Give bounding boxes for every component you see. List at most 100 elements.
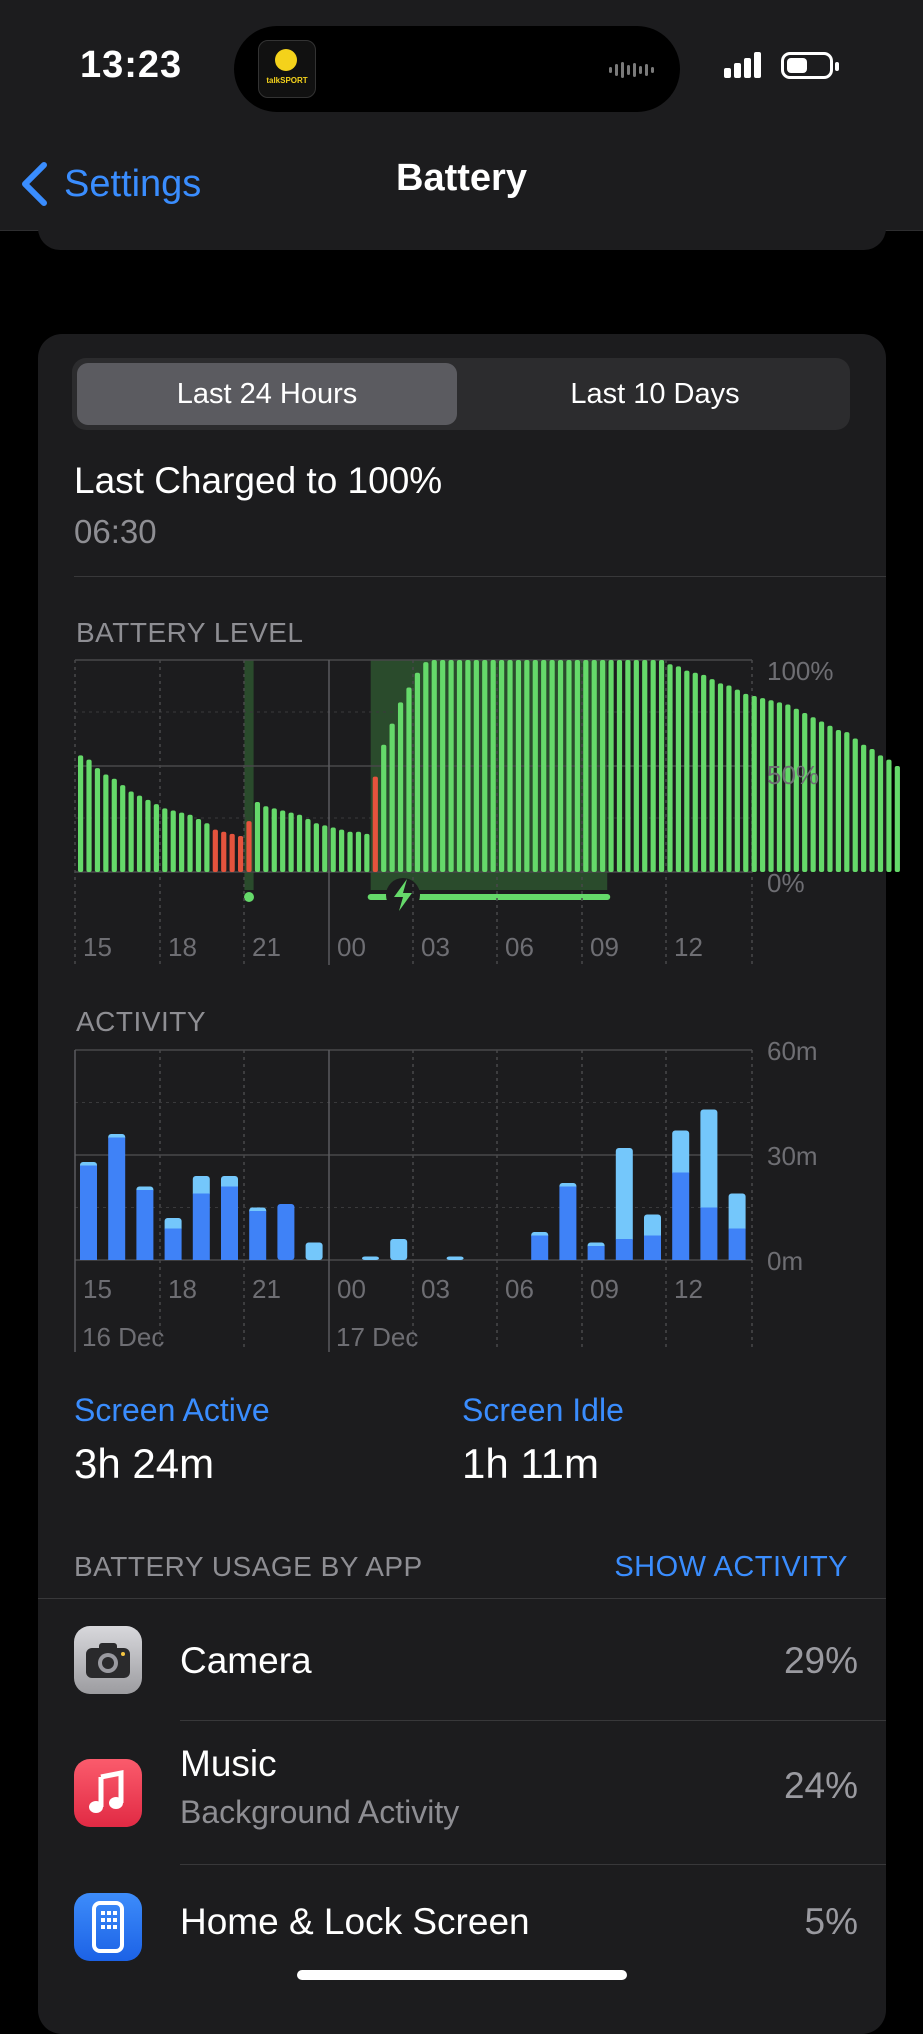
music-note-icon	[74, 1759, 142, 1827]
cellular-signal-icon	[724, 52, 761, 78]
battery-level-bar	[583, 660, 589, 872]
app-subtitle: Background Activity	[180, 1794, 460, 1830]
screen-active-bar	[559, 1186, 577, 1260]
x-tick-label: 09	[590, 1274, 619, 1304]
battery-level-bar	[591, 660, 597, 872]
battery-level-bar	[179, 812, 185, 872]
screen-active-bar	[531, 1235, 549, 1260]
x-tick-label: 15	[83, 932, 112, 962]
battery-level-bar	[381, 744, 387, 872]
battery-level-bar	[861, 744, 867, 872]
divider	[38, 1598, 886, 1599]
x-tick-label: 09	[590, 932, 619, 962]
battery-level-bar	[254, 802, 261, 872]
battery-level-bar	[187, 814, 193, 872]
screen-active-bar	[80, 1165, 97, 1260]
battery-level-bar	[633, 660, 639, 872]
back-button[interactable]: Settings	[18, 154, 201, 214]
battery-level-bar	[473, 660, 479, 872]
status-bar: 13:23 talkSPORT	[0, 0, 923, 140]
app-row-home-lock-screen[interactable]: Home & Lock Screen 5%	[38, 1865, 886, 1985]
battery-level-bar	[204, 823, 210, 872]
tab-last-24-hours[interactable]: Last 24 Hours	[77, 363, 457, 425]
battery-level-bar	[170, 810, 176, 872]
camera-icon	[74, 1626, 142, 1694]
tab-last-10-days[interactable]: Last 10 Days	[570, 378, 740, 410]
battery-level-bar	[852, 738, 858, 872]
divider	[180, 1720, 886, 1721]
activity-chart[interactable]: 60m 30m 0m 15 18 21 00 03 06 09 12 16 Dec 17 Dec	[0, 1000, 923, 1380]
app-row-music[interactable]: Music Background Activity 24%	[38, 1721, 886, 1864]
battery-level-bar	[760, 698, 766, 872]
screen-active-bar	[672, 1172, 690, 1260]
chevron-left-icon	[22, 162, 47, 206]
x-tick-label: 21	[252, 932, 281, 962]
screen-active-bar	[277, 1204, 295, 1260]
battery-level-bar	[465, 660, 471, 872]
battery-level-bar	[212, 829, 218, 872]
last-charged-time: 06:30	[74, 513, 157, 550]
screen-active-bar	[700, 1207, 718, 1260]
app-row-camera[interactable]: Camera 29%	[38, 1600, 886, 1720]
battery-level-bar	[541, 660, 547, 872]
battery-level-bar	[776, 702, 783, 872]
battery-level-bar	[355, 831, 362, 872]
battery-level-bar	[877, 755, 884, 872]
battery-level-bar	[94, 768, 101, 872]
screen-idle-bar	[700, 1109, 718, 1211]
battery-level-bar	[709, 679, 715, 872]
x-tick-label: 18	[168, 932, 197, 962]
battery-level-bar	[810, 717, 816, 872]
page-title: Battery	[396, 157, 527, 199]
battery-level-bar	[120, 785, 126, 872]
battery-level-bar	[507, 660, 513, 872]
screen-idle-bar	[192, 1176, 210, 1197]
battery-level-bar	[818, 721, 825, 872]
usage-by-app-header: BATTERY USAGE BY APP	[74, 1551, 423, 1582]
battery-level-bar	[246, 821, 252, 872]
battery-level-bar	[153, 804, 159, 872]
screen-idle-bar	[446, 1256, 464, 1260]
battery-level-bar	[625, 660, 631, 872]
screen-active-bar	[644, 1235, 661, 1260]
battery-level-bar	[86, 759, 92, 872]
battery-level-bar	[532, 660, 538, 872]
battery-level-bar	[322, 825, 328, 872]
phone-screen-icon	[74, 1893, 142, 1961]
battery-level-bar	[389, 723, 395, 872]
screen-active-bar	[108, 1137, 126, 1260]
show-activity-button[interactable]: SHOW ACTIVITY	[614, 1551, 848, 1583]
home-indicator[interactable]	[297, 1970, 627, 1980]
audio-waveform-icon	[609, 62, 654, 78]
x-tick-label: 00	[337, 932, 366, 962]
screen-active-label: Screen Active	[74, 1392, 270, 1428]
x-tick-label: 00	[337, 1274, 366, 1304]
app-name: Home & Lock Screen	[180, 1901, 530, 1942]
screen-idle-bar	[362, 1256, 379, 1260]
battery-level-bar	[280, 810, 286, 872]
battery-level-bar	[372, 776, 378, 872]
battery-history-card	[38, 334, 886, 2034]
battery-level-bar	[549, 660, 555, 872]
battery-level-bar	[145, 799, 151, 872]
battery-level-bar	[701, 674, 707, 872]
app-percentage: 29%	[783, 1640, 858, 1681]
charging-band	[370, 660, 608, 890]
battery-level-bar	[566, 660, 572, 872]
screen-idle-bar	[672, 1130, 690, 1176]
previous-section-edge	[38, 225, 886, 250]
battery-level-bar	[423, 662, 429, 872]
battery-level-bar	[684, 670, 690, 872]
x-tick-label: 06	[505, 932, 534, 962]
battery-level-bar	[448, 660, 454, 872]
battery-level-chart[interactable]: 100% 50% 0% 15 18 21 00 03 06 09 12	[0, 0, 923, 1000]
divider	[74, 576, 886, 577]
battery-level-bar	[305, 819, 311, 872]
battery-level-bar	[482, 660, 488, 872]
dynamic-island[interactable]: talkSPORT	[234, 26, 680, 112]
battery-level-bar	[195, 819, 202, 872]
battery-level-bar	[600, 660, 606, 872]
battery-status-icon	[781, 52, 839, 79]
battery-level-bar	[785, 704, 791, 872]
screen-idle-bar	[644, 1214, 661, 1239]
